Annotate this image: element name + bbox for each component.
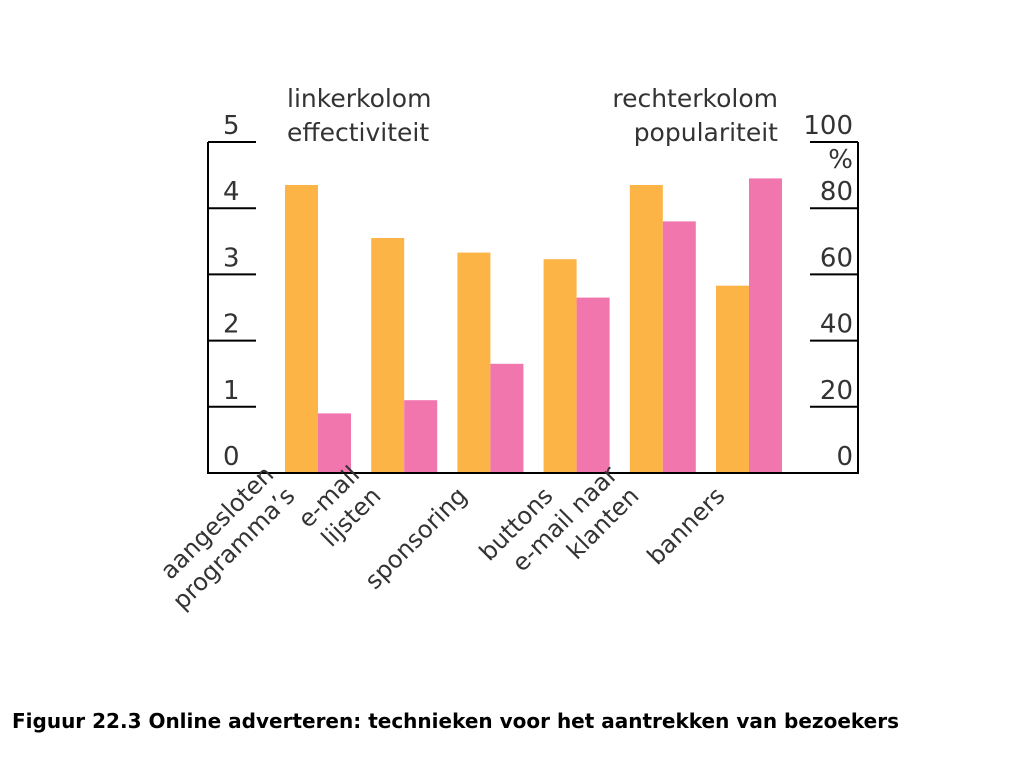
bars-layer: [285, 178, 782, 473]
right-tick-label-40: 40: [820, 310, 853, 340]
ticks-layer: 0 1 2 3 4 5 0 20 40 60 80 100: [208, 111, 858, 472]
right-tick-label-80: 80: [820, 177, 853, 207]
figure-caption: Figuur 22.3 Online adverteren: technieke…: [12, 709, 899, 733]
popularity-bar-3: [490, 363, 524, 473]
right-tick-label-100: 100: [803, 111, 853, 141]
popularity-bar-5: [662, 221, 696, 473]
effectiveness-bar-1: [285, 185, 318, 473]
chart-frame: [207, 142, 859, 474]
popularity-bar-2: [404, 400, 438, 473]
right-tick-label-20: 20: [820, 376, 853, 406]
left-tick-label-2: 2: [223, 310, 240, 340]
right-tick-label-0: 0: [836, 442, 853, 472]
right-axis-unit: %: [828, 145, 853, 175]
popularity-bar-4: [576, 297, 610, 473]
effectiveness-bar-5: [629, 185, 663, 473]
effectiveness-bar-4: [543, 259, 577, 473]
left-header-line-1: linkerkolom: [287, 84, 431, 113]
left-tick-label-5: 5: [223, 111, 240, 141]
left-tick-label-3: 3: [223, 243, 240, 273]
popularity-bar-1: [318, 413, 351, 473]
left-tick-label-0: 0: [223, 442, 240, 472]
left-tick-label-4: 4: [223, 177, 240, 207]
left-header-line-2: effectiviteit: [287, 118, 429, 147]
right-header-line-2: populariteit: [634, 118, 778, 147]
right-tick-label-60: 60: [820, 243, 853, 273]
category-labels: aangeslotenprogramma’se-maillijstenspons…: [155, 460, 731, 615]
popularity-bar-6: [749, 178, 782, 473]
bar-chart: 0 1 2 3 4 5 0 20 40 60 80 100 linkerkolom effectivi…: [155, 84, 859, 615]
effectiveness-bar-2: [371, 238, 405, 473]
right-header-line-1: rechterkolom: [612, 84, 778, 113]
category-label-line: banners: [642, 482, 731, 571]
category-label-6: banners: [642, 482, 731, 571]
left-tick-label-1: 1: [223, 376, 240, 406]
effectiveness-bar-3: [457, 252, 491, 473]
effectiveness-bar-6: [716, 285, 749, 473]
